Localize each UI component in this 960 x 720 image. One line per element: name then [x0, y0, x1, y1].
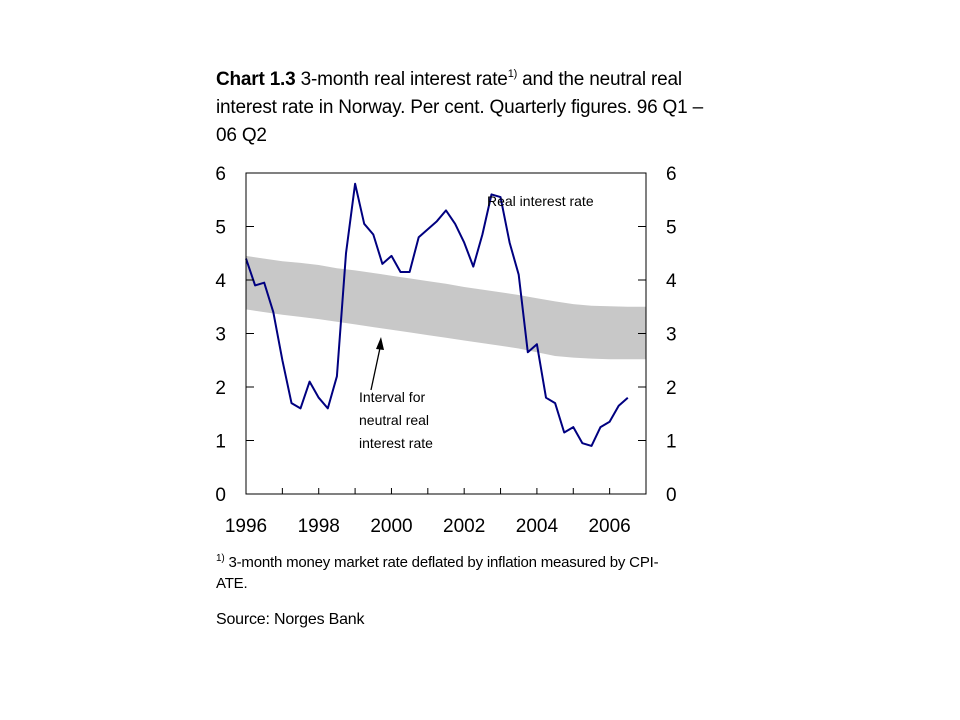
band-annotation-line-1: Interval for: [359, 389, 425, 405]
real-interest-rate-line: [245, 182, 629, 447]
footnote: 1) 3-month money market rate deflated by…: [216, 552, 676, 594]
y-tick-label-left: 4: [215, 271, 226, 292]
y-tick-label-right: 0: [666, 485, 677, 506]
title-footnote-marker: 1): [507, 67, 518, 80]
x-tick-label: 2006: [588, 516, 630, 537]
y-tick-label-left: 6: [215, 164, 226, 185]
y-tick-label-left: 5: [215, 218, 226, 239]
y-tick-label-right: 3: [666, 325, 677, 346]
y-tick-label-right: 4: [666, 271, 677, 292]
y-tick-label-right: 5: [666, 218, 677, 239]
neutral-rate-band: [246, 255, 646, 360]
chart-title: Chart 1.3 3-month real interest rate1) a…: [216, 66, 716, 150]
band-annotation-line-2: neutral real: [359, 412, 429, 428]
y-tick-label-left: 1: [215, 432, 226, 453]
x-tick-label: 1998: [298, 516, 340, 537]
y-tick-label-left: 0: [215, 485, 226, 506]
x-tick-label: 2002: [443, 516, 485, 537]
y-tick-label-right: 6: [666, 164, 677, 185]
x-tick-label: 1996: [225, 516, 267, 537]
band-annotation-line-3: interest rate: [359, 435, 433, 451]
chart-number: Chart 1.3: [216, 69, 296, 90]
y-tick-label-left: 3: [215, 325, 226, 346]
footnote-marker: 1): [216, 553, 225, 564]
title-text-part1: 3-month real interest rate: [300, 69, 508, 90]
footnote-text: 3-month money market rate deflated by in…: [216, 554, 659, 592]
source-note: Source: Norges Bank: [216, 611, 365, 628]
series-annotation-label: Real interest rate: [487, 193, 594, 209]
y-tick-label-left: 2: [215, 378, 226, 399]
title-text-part2: and the neutral real interest rate in No…: [216, 69, 703, 146]
band-annotation-arrow: [370, 337, 384, 391]
band-annotation: Interval for neutral real interest rate: [359, 389, 433, 451]
y-tick-label-right: 1: [666, 432, 677, 453]
y-tick-label-right: 2: [666, 378, 677, 399]
x-tick-label: 2000: [370, 516, 412, 537]
x-tick-label: 2004: [516, 516, 559, 537]
